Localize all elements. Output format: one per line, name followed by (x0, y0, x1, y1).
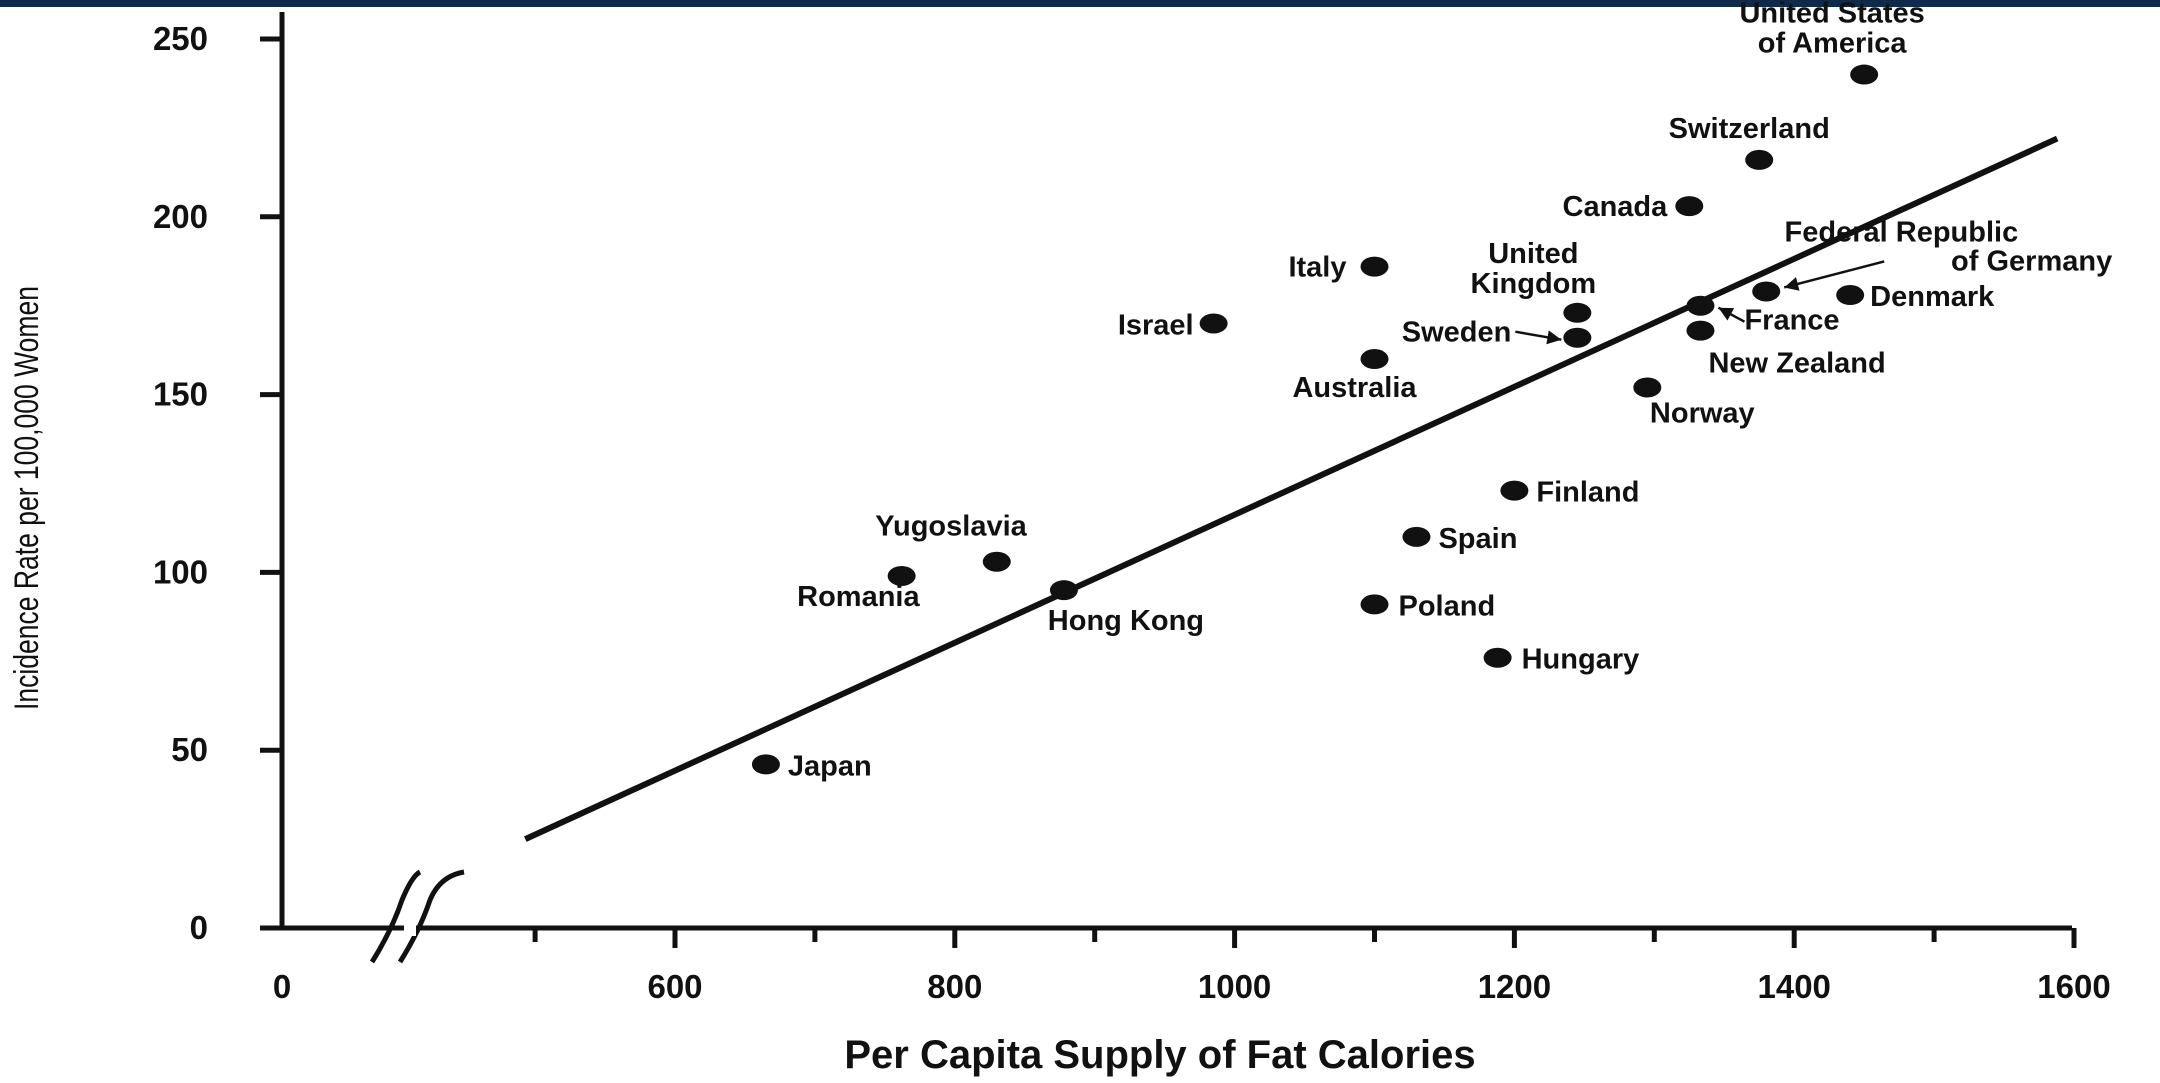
data-point-switzerland (1745, 149, 1774, 170)
point-label-japan: Japan (788, 750, 872, 782)
axis-break-gap (404, 918, 416, 936)
point-label-new-zealand: New Zealand (1708, 348, 1885, 380)
data-point-finland (1500, 480, 1529, 501)
data-point-new-zealand (1686, 320, 1715, 341)
data-point-canada (1675, 196, 1704, 217)
data-point-sweden (1563, 327, 1592, 348)
data-point-romania (887, 565, 916, 586)
data-point-yugoslavia (982, 551, 1011, 572)
x-tick-label: 1400 (1757, 968, 1830, 1005)
data-point-australia (1360, 349, 1389, 370)
x-tick-label: 1200 (1478, 968, 1551, 1005)
data-point-hong-kong (1049, 580, 1078, 601)
point-label-israel: Israel (1118, 309, 1194, 341)
point-label-canada: Canada (1563, 191, 1669, 223)
point-label-poland: Poland (1399, 590, 1496, 622)
y-tick-label: 0 (190, 909, 208, 946)
point-labels-layer: Japan Romania Yugoslavia Hong Kong Israel Ita… (788, 0, 2112, 782)
y-axis-title: Incidence Rate per 100,000 Women (8, 286, 46, 710)
point-label-united-states-of-america: of America (1758, 28, 1908, 60)
trendline-layer (524, 135, 2059, 842)
axes: 0 50 100 150 200 250 0 600 800 1000 1200 1400 1600 (153, 12, 2111, 1005)
point-label-australia: Australia (1292, 372, 1417, 404)
point-label-denmark: Denmark (1870, 281, 1995, 313)
germany-leader-arrow-head (1784, 277, 1800, 291)
point-label-switzerland: Switzerland (1669, 113, 1830, 145)
x-tick-label: 800 (927, 968, 982, 1005)
point-label-sweden: Sweden (1402, 317, 1512, 349)
x-tick-label: 0 (273, 968, 291, 1005)
point-label-federal-republic-of-germany: of Germany (1951, 245, 2112, 277)
point-label-finland: Finland (1536, 477, 1639, 509)
data-point-france (1686, 295, 1715, 316)
x-axis-title: Per Capita Supply of Fat Calories (844, 1033, 1475, 1077)
point-label-united-kingdom: United (1488, 238, 1578, 270)
y-tick-label: 50 (171, 731, 208, 768)
point-label-federal-republic-of-germany: Federal Republic (1785, 216, 2019, 248)
point-label-yugoslavia: Yugoslavia (875, 511, 1027, 543)
points-layer (751, 64, 1879, 775)
data-point-norway (1633, 377, 1662, 398)
data-point-federal-republic-of-germany (1752, 281, 1781, 302)
y-tick-label: 200 (153, 198, 208, 235)
point-label-italy: Italy (1288, 252, 1346, 284)
y-tick-label: 150 (153, 376, 208, 413)
sweden-leader-arrow-head (1546, 330, 1562, 345)
x-tick-label: 1000 (1198, 968, 1271, 1005)
data-point-denmark (1836, 285, 1865, 306)
axis-break-mark-2 (397, 869, 465, 964)
x-tick-label: 1600 (2037, 968, 2110, 1005)
point-label-hungary: Hungary (1522, 644, 1640, 676)
data-point-hungary (1483, 647, 1512, 668)
france-leader-arrow-head (1718, 307, 1735, 321)
data-point-united-states-of-america (1850, 64, 1879, 85)
data-point-italy (1360, 256, 1389, 277)
axis-break-mark-1 (369, 869, 422, 964)
point-label-spain: Spain (1438, 523, 1517, 555)
y-tick-label: 250 (153, 20, 208, 57)
point-label-norway: Norway (1650, 397, 1755, 429)
data-point-spain (1402, 526, 1431, 547)
data-point-united-kingdom (1563, 302, 1592, 323)
point-label-hong-kong: Hong Kong (1048, 605, 1204, 637)
data-point-japan (751, 754, 780, 775)
point-label-united-kingdom: Kingdom (1471, 268, 1597, 300)
point-label-united-states-of-america: United States (1739, 0, 1924, 30)
point-label-romania: Romania (797, 581, 920, 613)
point-label-france: France (1744, 305, 1839, 337)
top-band (0, 0, 2160, 7)
x-tick-label: 600 (647, 968, 702, 1005)
germany-leader-arrow (1783, 260, 1885, 289)
data-point-israel (1199, 313, 1228, 334)
y-tick-label: 100 (153, 553, 208, 590)
data-point-poland (1360, 594, 1389, 615)
trendline (524, 135, 2059, 842)
